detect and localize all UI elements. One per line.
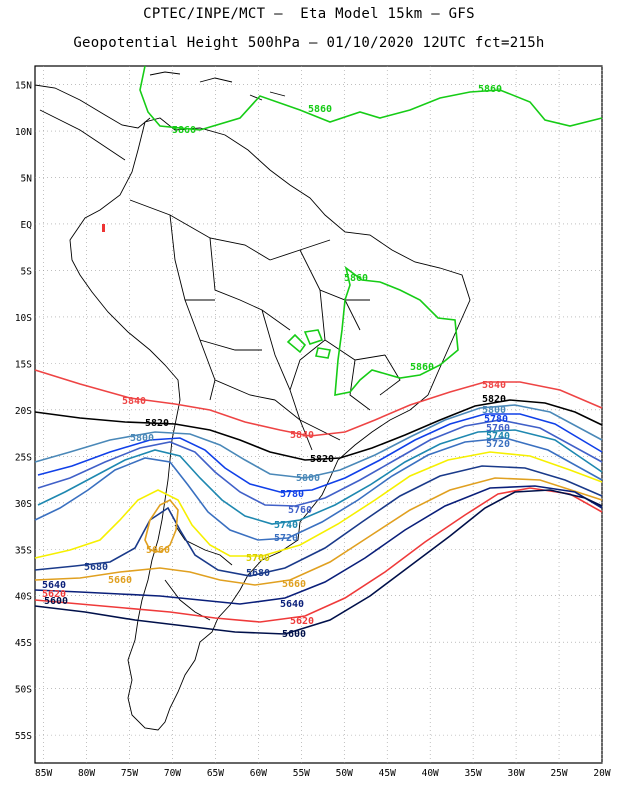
contour-5740 (37, 429, 603, 525)
label-5780-a: 5780 (280, 489, 304, 500)
lat-tick-label: 10N (15, 127, 32, 138)
contour-labels: 5860 5860 5860 5860 5860 5840 5840 5840 … (42, 84, 510, 640)
lon-tick-label: 65W (207, 768, 224, 779)
lon-tick-label: 25W (550, 768, 567, 779)
country-borders (129, 199, 341, 451)
coastlines (34, 71, 471, 731)
height-contours (34, 65, 603, 635)
grid (35, 66, 603, 763)
label-5620-b: 5620 (290, 616, 314, 627)
label-5600-a: 5600 (44, 596, 68, 607)
label-5640-a: 5640 (42, 580, 66, 591)
contour-5820 (34, 399, 603, 461)
label-5860-d: 5860 (344, 273, 368, 284)
lon-tick-label: 35W (465, 768, 482, 779)
contour-5700 (34, 451, 603, 559)
lon-tick-label: 55W (293, 768, 310, 779)
lat-tick-label: 30S (15, 499, 32, 510)
contour-5840 (34, 369, 603, 437)
label-5760-a: 5760 (288, 505, 312, 516)
label-5860-b: 5860 (308, 104, 332, 115)
south-america-coastline (69, 117, 471, 731)
contour-5780 (37, 413, 603, 493)
label-5720-a: 5720 (274, 533, 298, 544)
contour-5860-brazil (334, 266, 459, 396)
label-5820-b: 5820 (310, 454, 334, 465)
lat-tick-label: 55S (15, 731, 32, 742)
lat-tick-label: 5N (21, 174, 33, 185)
lon-tick-label: 75W (121, 768, 138, 779)
label-5660-b: 5660 (108, 575, 132, 586)
contour-5660 (34, 477, 603, 586)
lat-tick-label: 45S (15, 638, 32, 649)
contour-5860-small (286, 329, 331, 359)
central-america-coastline (34, 84, 151, 161)
lat-tick-label: 10S (15, 313, 32, 324)
lat-tick-label: 40S (15, 592, 32, 603)
contour-5640 (34, 485, 603, 605)
label-5860-e: 5860 (410, 362, 434, 373)
label-5820-c: 5820 (482, 394, 506, 405)
lat-tick-label: 5S (21, 266, 33, 277)
galapagos-marker (102, 224, 105, 232)
label-5800-b: 5800 (296, 473, 320, 484)
lon-tick-label: 80W (78, 768, 95, 779)
lon-tick-label: 40W (422, 768, 439, 779)
contour-5660-loop (144, 498, 179, 553)
contour-5860-north (139, 65, 603, 131)
contour-5620 (34, 487, 603, 623)
label-5740-a: 5740 (274, 520, 298, 531)
chart-title: CPTEC/INPE/MCT – Eta Model 15km – GFS (143, 6, 475, 22)
lon-tick-label: 50W (336, 768, 353, 779)
label-5840-a: 5840 (122, 396, 146, 407)
label-5780-b: 5780 (484, 414, 508, 425)
label-5840-b: 5840 (290, 430, 314, 441)
label-5840-c: 5840 (482, 380, 506, 391)
lon-tick-label: 85W (35, 768, 52, 779)
lon-tick-label: 60W (250, 768, 267, 779)
label-5700: 5700 (246, 553, 270, 564)
contour-5760 (37, 419, 603, 507)
label-5860-c: 5860 (478, 84, 502, 95)
lon-tick-label: 45W (379, 768, 396, 779)
chart-subtitle: Geopotential Height 500hPa – 01/10/2020 … (73, 35, 545, 51)
axis-ticks: 85W 80W 75W 70W 65W 60W 55W 50W 45W 40W 35W 30W 25W 2… (15, 81, 611, 779)
label-5800-c: 5800 (482, 405, 506, 416)
lat-tick-label: 15N (15, 81, 32, 92)
contour-5680 (34, 465, 603, 577)
contour-5720 (34, 437, 603, 541)
lon-tick-label: 30W (508, 768, 525, 779)
label-5720-b: 5720 (486, 439, 510, 450)
label-5820-a: 5820 (145, 418, 169, 429)
label-5600-b: 5600 (282, 629, 306, 640)
caribbean-coast (149, 71, 286, 101)
contour-5800 (34, 404, 603, 479)
lon-tick-label: 20W (593, 768, 610, 779)
patagonia-coast (164, 524, 233, 621)
label-5760-b: 5760 (486, 423, 510, 434)
label-5860-a: 5860 (172, 125, 196, 136)
lon-tick-label: 70W (164, 768, 181, 779)
label-5620-a: 5620 (42, 589, 66, 600)
lat-tick-label: 35S (15, 545, 32, 556)
lat-tick-label: EQ (21, 220, 33, 231)
label-5660-c: 5660 (282, 579, 306, 590)
lat-tick-label: 25S (15, 452, 32, 463)
label-5680-b: 5680 (246, 568, 270, 579)
label-5660-a: 5660 (146, 545, 170, 556)
lat-tick-label: 20S (15, 406, 32, 417)
label-5680-a: 5680 (84, 562, 108, 573)
label-5640-b: 5640 (280, 599, 304, 610)
contour-5600 (34, 489, 603, 635)
label-5800-a: 5800 (130, 433, 154, 444)
label-5740-b: 5740 (486, 431, 510, 442)
lat-tick-label: 50S (15, 685, 32, 696)
lat-tick-label: 15S (15, 359, 32, 370)
